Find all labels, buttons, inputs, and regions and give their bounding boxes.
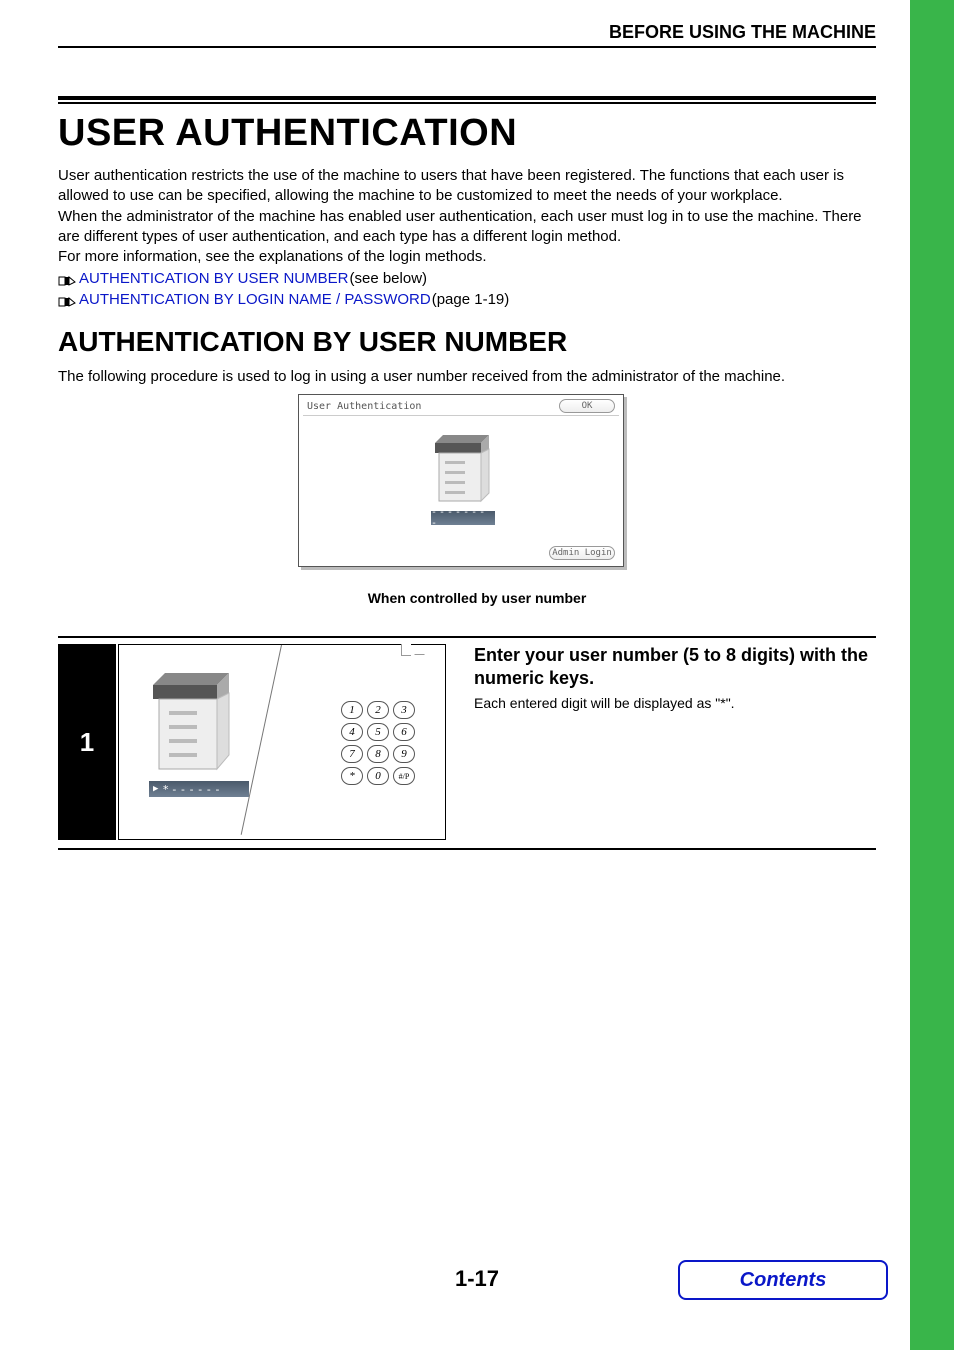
step-desc-post: ". [726, 695, 735, 711]
link-auth-login-password[interactable]: AUTHENTICATION BY LOGIN NAME / PASSWORD [79, 290, 431, 310]
intro-p2: When the administrator of the machine ha… [58, 207, 876, 248]
link-suffix-2: (page 1-19) [432, 290, 510, 310]
xref-row-2: AUTHENTICATION BY LOGIN NAME / PASSWORD … [58, 290, 876, 310]
sub-intro: The following procedure is used to log i… [58, 368, 876, 385]
link-suffix-1: (see below) [349, 269, 427, 289]
page-title: USER AUTHENTICATION [58, 112, 517, 155]
numeric-keypad: 1 2 3 4 5 6 7 8 9 * 0 #/P [341, 701, 415, 785]
key-2[interactable]: 2 [367, 701, 389, 719]
link-auth-user-number[interactable]: AUTHENTICATION BY USER NUMBER [79, 269, 348, 289]
key-star[interactable]: * [341, 767, 363, 785]
pointer-icon [58, 294, 76, 306]
key-3[interactable]: 3 [393, 701, 415, 719]
step-rule-top [58, 636, 876, 638]
title-rule-top [58, 96, 876, 104]
intro-block: User authentication restricts the use of… [58, 166, 876, 310]
user-number-field[interactable]: -------- [431, 511, 495, 525]
key-1[interactable]: 1 [341, 701, 363, 719]
caret-icon: ▶ [153, 784, 160, 794]
section-header: BEFORE USING THE MACHINE [58, 22, 876, 43]
step-title: Enter your user number (5 to 8 digits) w… [474, 644, 876, 689]
key-5[interactable]: 5 [367, 723, 389, 741]
xref-row-1: AUTHENTICATION BY USER NUMBER (see below… [58, 269, 876, 289]
copier-icon [147, 663, 249, 775]
key-8[interactable]: 8 [367, 745, 389, 763]
pointer-icon [58, 273, 76, 285]
side-accent-bar [910, 0, 954, 1350]
header-rule [58, 46, 876, 48]
key-4[interactable]: 4 [341, 723, 363, 741]
panel-title: User Authentication [307, 401, 421, 412]
panel-caption: When controlled by user number [0, 590, 954, 606]
step-desc: Each entered digit will be displayed as … [474, 695, 876, 711]
ok-button[interactable]: OK [559, 399, 615, 413]
key-7[interactable]: 7 [341, 745, 363, 763]
admin-login-button[interactable]: Admin Login [549, 546, 615, 560]
step-rule-bottom [58, 848, 876, 850]
intro-p1: User authentication restricts the use of… [58, 166, 876, 207]
contents-button[interactable]: Contents [678, 1260, 888, 1300]
step-desc-pre: Each entered digit will be displayed as … [474, 695, 720, 711]
key-6[interactable]: 6 [393, 723, 415, 741]
copier-icon [429, 425, 499, 505]
auth-panel: User Authentication OK -------- Admin Lo… [298, 394, 628, 567]
step-number-badge: 1 [58, 644, 116, 840]
step-figure: ▶ *------ 1 2 3 4 5 6 7 8 9 * 0 #/P [118, 644, 446, 840]
key-9[interactable]: 9 [393, 745, 415, 763]
intro-p3: For more information, see the explanatio… [58, 247, 876, 267]
user-number-field-entered: ▶ *------ [149, 781, 249, 797]
key-0[interactable]: 0 [367, 767, 389, 785]
step-1-row: 1 ▶ *------ 1 2 3 [58, 644, 876, 840]
subheading: AUTHENTICATION BY USER NUMBER [58, 326, 567, 358]
entered-digits: *------ [162, 783, 222, 796]
key-hash[interactable]: #/P [393, 767, 415, 785]
